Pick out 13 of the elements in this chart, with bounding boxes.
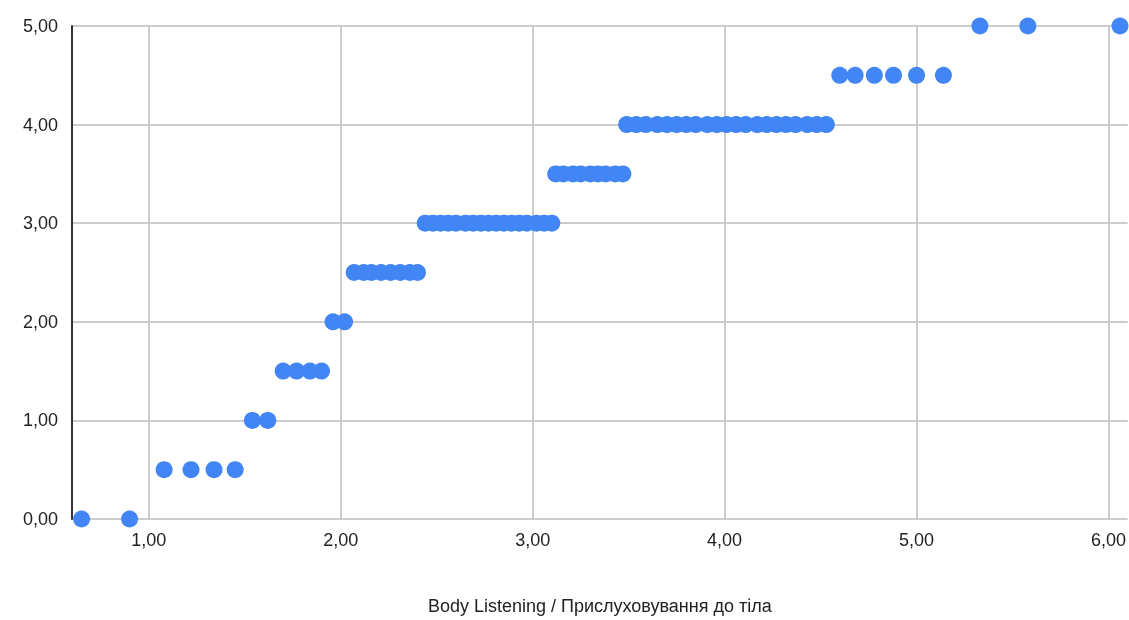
x-tick-label: 5,00 (899, 530, 935, 550)
x-axis-title: Body Listening / Прислуховування до тіла (427, 596, 773, 616)
y-tick-label: 2,00 (22, 311, 58, 332)
y-tick-label: 4,00 (22, 114, 58, 135)
x-tick-label: 2,00 (323, 530, 359, 550)
y-tick-label: 1,00 (22, 410, 58, 431)
x-tick-label: 4,00 (707, 530, 743, 550)
y-tick-label: 5,00 (22, 16, 58, 36)
x-tick-label: 1,00 (131, 530, 167, 550)
y-tick-label: 3,00 (22, 213, 58, 234)
x-tick-label: 6,00 (1090, 530, 1127, 550)
x-tick-label: 3,00 (515, 530, 551, 550)
y-tick-label: 0,00 (22, 509, 58, 529)
